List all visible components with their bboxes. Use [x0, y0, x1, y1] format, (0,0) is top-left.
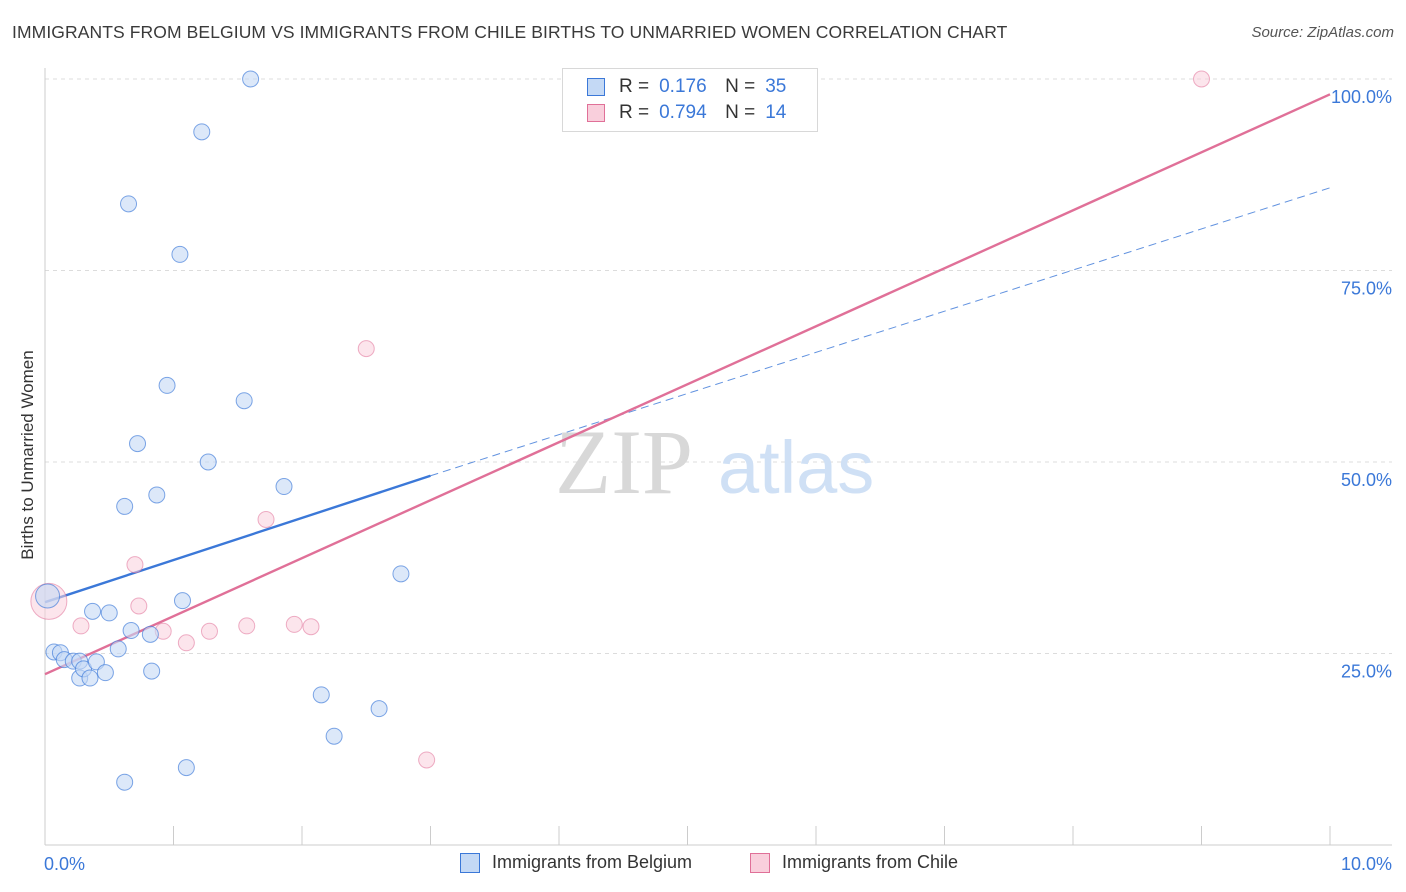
belgium-point	[312, 686, 330, 704]
x-tick-label: 10.0%	[1341, 854, 1392, 874]
tick-labels: 25.0% 50.0% 75.0% 100.0% 0.0% 10.0%	[44, 87, 1392, 874]
watermark-atlas: atlas	[718, 426, 874, 509]
grid-lines	[45, 78, 1392, 654]
belgium-point	[242, 70, 260, 88]
legend-r-label: R =	[619, 102, 650, 123]
trend-lines	[44, 93, 1331, 676]
y-tick-label: 50.0%	[1341, 470, 1392, 490]
belgium-point	[173, 592, 191, 610]
belgium-point	[325, 727, 343, 745]
legend-n-value: 14	[765, 102, 787, 123]
series-legend: Immigrants from Belgium Immigrants from …	[0, 852, 1406, 878]
chile-point	[285, 615, 303, 633]
belgium-point	[199, 453, 217, 471]
chile-point	[200, 622, 218, 640]
legend-item-belgium[interactable]: Immigrants from Belgium	[460, 852, 692, 873]
legend-n-label: N =	[725, 76, 756, 97]
stats-legend: R = 0.176 N = 35 R = 0.794 N = 14	[562, 68, 818, 132]
belgium-point	[81, 669, 99, 687]
chile-point	[72, 617, 90, 635]
legend-label-belgium: Immigrants from Belgium	[492, 852, 693, 872]
chile-point	[126, 556, 144, 574]
legend-r-label: R =	[619, 76, 650, 97]
legend-n-label: N =	[725, 102, 756, 123]
chile-point	[357, 340, 375, 358]
chile-swatch	[587, 104, 605, 122]
chile-point	[130, 597, 148, 615]
belgium-point	[141, 625, 159, 643]
belgium-point	[143, 662, 161, 680]
legend-row-belgium: R = 0.176 N = 35	[587, 75, 786, 99]
x-tick-label: 0.0%	[44, 854, 85, 874]
chile-point	[302, 618, 320, 636]
belgium-point	[100, 604, 118, 622]
chile-point	[1193, 70, 1210, 88]
axes	[44, 68, 1392, 846]
belgium-point	[235, 392, 253, 410]
belgium-point	[120, 195, 138, 213]
belgium-point	[370, 700, 388, 718]
belgium-point	[193, 123, 211, 141]
y-tick-label: 100.0%	[1331, 87, 1392, 107]
belgium-point	[116, 773, 134, 791]
legend-r-value: 0.176	[659, 76, 707, 97]
belgium-point	[109, 640, 127, 658]
belgium-trend-extension	[430, 187, 1331, 477]
belgium-point	[158, 376, 176, 394]
belgium-point	[171, 245, 189, 263]
belgium-point	[122, 622, 140, 640]
belgium-point	[84, 602, 102, 620]
chart-title: IMMIGRANTS FROM BELGIUM VS IMMIGRANTS FR…	[12, 22, 1008, 42]
legend-r-value: 0.794	[659, 102, 707, 123]
legend-row-chile: R = 0.794 N = 14	[587, 101, 786, 125]
belgium-point	[35, 583, 61, 609]
belgium-point	[129, 435, 147, 453]
legend-label-chile: Immigrants from Chile	[782, 852, 959, 872]
belgium-point	[392, 565, 410, 583]
source-label: Source: ZipAtlas.com	[1251, 24, 1394, 41]
belgium-point	[96, 664, 114, 682]
belgium-trend-line	[44, 474, 431, 604]
belgium-swatch	[587, 78, 605, 96]
chile-point	[238, 617, 256, 635]
belgium-point	[148, 486, 166, 504]
belgium-point	[275, 478, 293, 496]
belgium-point	[177, 759, 195, 777]
chile-trend-line	[44, 93, 1331, 676]
watermark-zip: ZIP	[555, 411, 693, 513]
chile-point	[418, 751, 436, 769]
y-tick-label: 75.0%	[1341, 279, 1392, 299]
data-points	[30, 70, 1210, 791]
chile-point	[177, 634, 195, 652]
y-tick-label: 25.0%	[1341, 662, 1392, 682]
belgium-point	[116, 497, 134, 515]
legend-n-value: 35	[765, 76, 787, 97]
belgium-legend-swatch	[460, 852, 480, 873]
chile-legend-swatch	[750, 852, 770, 873]
chile-point	[257, 510, 275, 528]
legend-item-chile[interactable]: Immigrants from Chile	[750, 852, 958, 873]
